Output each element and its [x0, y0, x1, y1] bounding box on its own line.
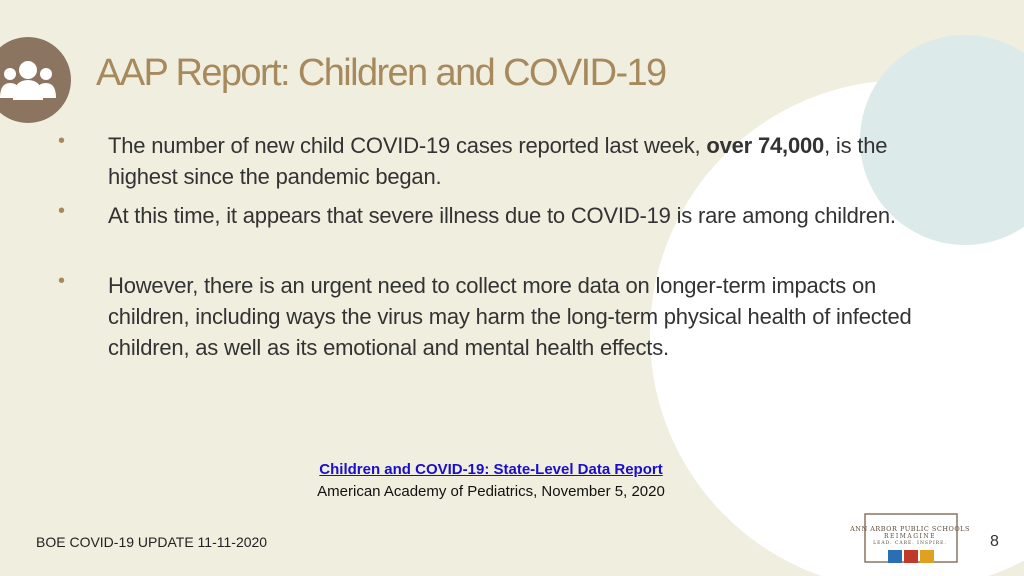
logo-text: ANN ARBOR PUBLIC SCHOOLS [850, 525, 970, 533]
bold-text-run: over 74,000 [706, 133, 825, 158]
slide-title: AAP Report: Children and COVID-19 [96, 52, 667, 94]
bullet-dot: • [58, 130, 66, 152]
people-icon [0, 61, 56, 100]
logo-text: LEAD. CARE. INSPIRE. [873, 541, 947, 546]
bullet-dot: • [58, 270, 66, 292]
source-citation: American Academy of Pediatrics, November… [317, 483, 665, 500]
bullet-text: The number of new child COVID-19 cases r… [108, 130, 958, 192]
logo-frame [864, 513, 958, 563]
text-run: The number of new child COVID-19 cases r… [108, 133, 707, 158]
text-run: , is the highest since the pandemic bega… [108, 133, 888, 189]
page-number: 8 [990, 533, 999, 550]
bullet-dot: • [58, 200, 66, 222]
bullet-text: However, there is an urgent need to coll… [108, 273, 912, 360]
icon-circle [0, 37, 71, 123]
blue-circle [860, 35, 1024, 245]
logo-text: REIMAGINE [883, 533, 937, 540]
bullet-text: At this time, it appears that severe ill… [108, 203, 896, 228]
source-link[interactable]: Children and COVID-19: State-Level Data … [319, 461, 663, 478]
footer-text: BOE COVID-19 UPDATE 11-11-2020 [36, 534, 268, 550]
